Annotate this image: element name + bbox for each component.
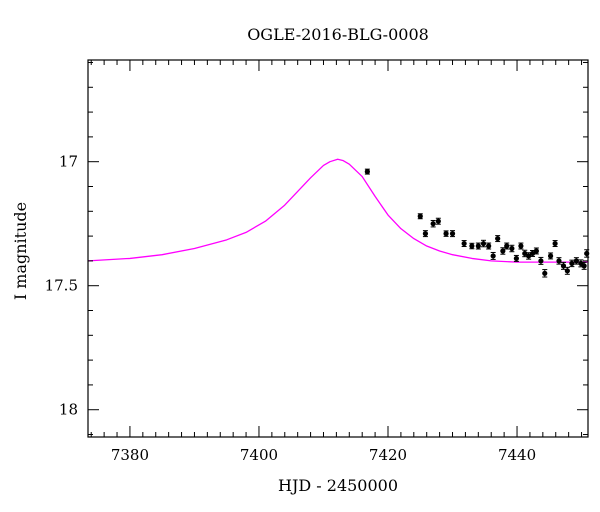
data-point (449, 231, 456, 237)
data-point (469, 243, 475, 249)
data-point (490, 253, 496, 259)
x-tick-label: 7420 (369, 446, 407, 464)
chart-title: OGLE-2016-BLG-0008 (247, 25, 429, 44)
x-tick-label: 7440 (498, 446, 536, 464)
data-point (422, 231, 429, 237)
data-point (522, 250, 528, 257)
data-point (513, 255, 519, 262)
data-point (542, 270, 548, 276)
data-point (569, 260, 575, 266)
data-point (435, 218, 441, 224)
data-point (443, 231, 449, 237)
data-point (556, 258, 562, 264)
data-point (504, 243, 510, 249)
data-point (480, 240, 487, 247)
x-tick-label: 7400 (240, 446, 278, 464)
data-point (500, 248, 506, 254)
data-point (364, 169, 370, 175)
y-tick-label: 17.5 (45, 277, 78, 295)
data-point (486, 243, 492, 249)
data-point (461, 240, 467, 247)
data-point (564, 268, 570, 274)
plot-frame (87, 59, 589, 438)
data-point (560, 263, 567, 269)
data-point (495, 235, 501, 242)
data-point (581, 263, 587, 269)
y-axis-label: I magnitude (11, 202, 30, 300)
data-point (552, 240, 558, 247)
data-point (509, 245, 515, 252)
model-curve (87, 158, 588, 263)
data-point (533, 248, 539, 254)
x-axis-label: HJD - 2450000 (278, 476, 398, 495)
y-tick-label: 18 (59, 401, 78, 419)
data-point (547, 253, 554, 259)
data-point (526, 253, 532, 259)
y-tick-label: 17 (59, 153, 78, 171)
data-point (518, 243, 524, 249)
data-point (417, 213, 423, 219)
data-point (430, 221, 436, 227)
x-tick-label: 7380 (111, 446, 149, 464)
data-point (529, 250, 536, 257)
data-point (538, 258, 544, 264)
data-point (573, 258, 579, 264)
data-point (475, 243, 481, 249)
plot-area: 7380 7400 7420 7440 17 17.5 18 (45, 59, 590, 464)
